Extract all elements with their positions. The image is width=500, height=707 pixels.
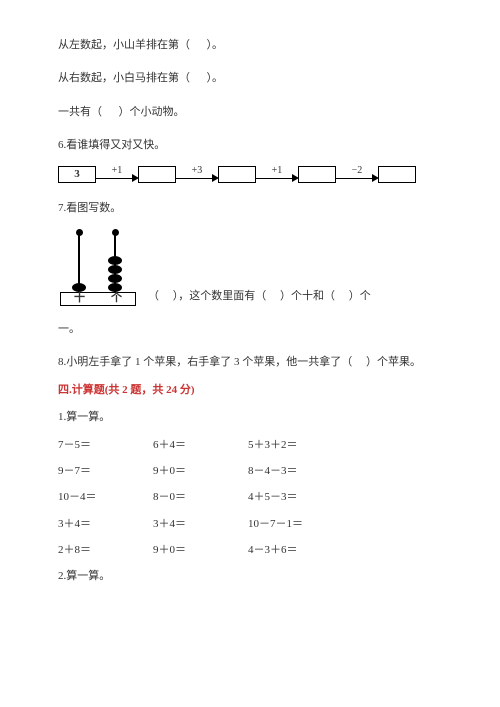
calc-cell: 10－7－1＝ [248,517,343,532]
ones-label: 个 [98,293,135,305]
arrow-icon [175,175,219,183]
bead-icon [108,256,122,265]
calc-cell: 5＋3＋2＝ [248,438,343,453]
q6-chain: 3 +1 +3 +1 −2 [58,166,442,183]
blank [162,290,170,302]
rod-tip-icon [112,229,119,236]
blank [269,290,277,302]
q8: 8.小明左手拿了 1 个苹果，右手拿了 3 个苹果，他一共拿了（ ）个苹果。 [58,355,442,370]
calc-cell: 7－5＝ [58,438,153,453]
calc1-title: 1.算一算。 [58,410,442,425]
arrow-icon [335,175,379,183]
q7-inline-text: （ ），这个数里面有（ ）个十和（ ）个 [148,289,371,304]
text: ）个十和（ [280,290,335,302]
chain-arrow-2: +1 [255,166,299,183]
calc-cell: 8－0＝ [153,490,248,505]
chain-arrow-1: +3 [175,166,219,183]
tens-label: 十 [61,293,98,305]
chain-box-3 [298,166,336,183]
calc-cell: 6＋4＝ [153,438,248,453]
text: 8.小明左手拿了 1 个苹果，右手拿了 3 个苹果，他一共拿了（ [58,356,352,368]
calc-cell: 10－4＝ [58,490,153,505]
chain-arrow-3: −2 [335,166,379,183]
bead-icon [72,283,86,292]
text: ）。 [207,72,224,84]
heading-prefix: 四.计算题 [58,384,105,396]
calc-row: 2＋8＝ 9＋0＝ 4－3＋6＝ [58,543,442,558]
arrow-icon [95,175,139,183]
q7-abacus-row: 十 个 （ ），这个数里面有（ ）个十和（ ）个 [58,228,442,306]
blank [338,290,346,302]
chain-box-1 [138,166,176,183]
calc-cell: 4＋5－3＝ [248,490,343,505]
calc-cell: 9＋0＝ [153,543,248,558]
bead-icon [108,283,122,292]
abacus-rod-tens [78,230,80,292]
abacus-icon: 十 个 [58,228,138,306]
bead-icon [108,265,122,274]
heading-suffix: (共 2 题，共 24 分) [105,384,195,396]
calc-cell: 3＋4＝ [153,517,248,532]
calc-row: 10－4＝ 8－0＝ 4＋5－3＝ [58,490,442,505]
rod-tip-icon [76,229,83,236]
abacus-rod-ones [114,230,116,292]
calc-row: 7－5＝ 6＋4＝ 5＋3＋2＝ [58,438,442,453]
chain-arrow-0: +1 [95,166,139,183]
chain-box-4 [378,166,416,183]
blank [105,106,116,118]
q7-title: 7.看图写数。 [58,201,442,216]
q-pre-line3: 一共有（ ）个小动物。 [58,105,442,120]
abacus-base: 十 个 [60,292,136,306]
text: 从左数起，小山羊排在第（ [58,39,190,51]
q7-tail: 一。 [58,322,442,337]
calc2-title: 2.算一算。 [58,569,442,584]
text: 一共有（ [58,106,102,118]
bead-icon [108,274,122,283]
text: ）。 [207,39,224,51]
calc-cell: 8－4－3＝ [248,464,343,479]
text: （ [148,290,159,302]
text: ）个 [349,290,371,302]
q6-title: 6.看谁填得又对又快。 [58,138,442,153]
blank [355,356,363,368]
chain-start-box: 3 [58,166,96,183]
text: ）个苹果。 [366,356,421,368]
calc-cell: 4－3＋6＝ [248,543,343,558]
calc-row: 3＋4＝ 3＋4＝ 10－7－1＝ [58,517,442,532]
blank [193,72,204,84]
calc-row: 9－7＝ 9＋0＝ 8－4－3＝ [58,464,442,479]
text: ）个小动物。 [119,106,185,118]
calc-cell: 9＋0＝ [153,464,248,479]
chain-box-2 [218,166,256,183]
text: ），这个数里面有（ [173,290,267,302]
calc-cell: 2＋8＝ [58,543,153,558]
blank [193,39,204,51]
text: 从右数起，小白马排在第（ [58,72,190,84]
q-pre-line1: 从左数起，小山羊排在第（ ）。 [58,38,442,53]
section-4-heading: 四.计算题(共 2 题，共 24 分) [58,383,442,398]
q-pre-line2: 从右数起，小白马排在第（ ）。 [58,71,442,86]
calc-cell: 3＋4＝ [58,517,153,532]
arrow-icon [255,175,299,183]
calc-cell: 9－7＝ [58,464,153,479]
